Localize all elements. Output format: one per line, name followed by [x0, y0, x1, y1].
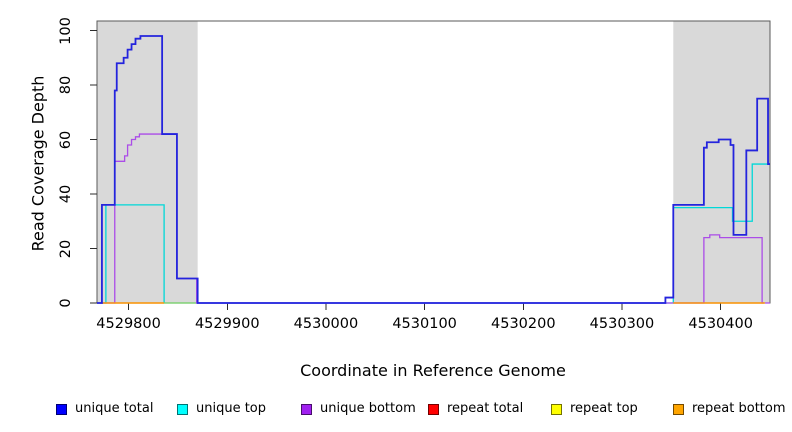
y-axis-title: Read Coverage Depth — [28, 75, 48, 252]
y-tick-label: 20 — [58, 239, 74, 258]
x-axis-title: Coordinate in Reference Genome — [300, 361, 566, 380]
x-tick-label: 4530100 — [392, 316, 457, 332]
y-tick-label: 80 — [58, 75, 74, 95]
legend-swatch-icon — [56, 403, 67, 415]
y-tick-label: 0 — [58, 298, 74, 308]
legend-label: repeat total — [447, 401, 524, 416]
y-tick-label: 100 — [58, 16, 74, 45]
x-tick-label: 4529800 — [96, 316, 161, 332]
legend-swatch-icon — [673, 403, 684, 415]
repeat-region-shade — [673, 21, 770, 303]
y-tick-label: 40 — [58, 184, 74, 204]
x-tick-label: 4530300 — [589, 316, 655, 332]
x-tick-label: 4530200 — [491, 316, 556, 332]
legend-label: unique top — [196, 401, 267, 416]
repeat-region-shade — [97, 21, 198, 303]
series-line-unique-total — [97, 35, 770, 304]
legend-label: repeat top — [570, 401, 638, 416]
legend-item-unique-top: unique top — [177, 401, 266, 417]
legend-label: unique bottom — [320, 401, 416, 416]
legend-swatch-icon — [177, 403, 188, 415]
x-tick-label: 4530400 — [688, 316, 753, 332]
legend-item-repeat-bottom: repeat bottom — [673, 401, 786, 417]
x-tick-label: 4529900 — [194, 316, 260, 332]
legend-item-repeat-total: repeat total — [428, 401, 523, 417]
legend-swatch-icon — [551, 403, 562, 415]
legend-label: repeat bottom — [692, 401, 786, 416]
legend-item-unique-total: unique total — [56, 401, 153, 417]
plot-border-box — [96, 20, 771, 304]
y-tick-label: 60 — [58, 130, 74, 149]
x-tick-label: 4530000 — [293, 316, 359, 332]
legend-item-unique-bottom: unique bottom — [301, 401, 416, 417]
legend-swatch-icon — [301, 403, 312, 415]
legend-label: unique total — [75, 401, 154, 416]
legend-item-repeat-top: repeat top — [551, 401, 638, 417]
legend-swatch-icon — [428, 403, 439, 415]
series-line-unique-bottom — [97, 133, 770, 304]
